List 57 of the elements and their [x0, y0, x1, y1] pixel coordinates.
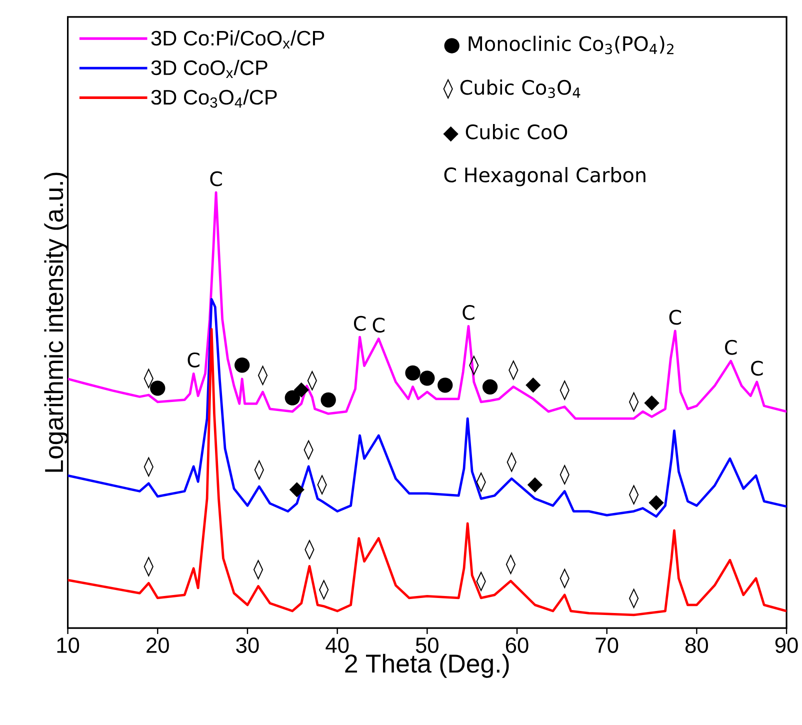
annotation: ● [482, 379, 498, 395]
annotation: ● [320, 392, 336, 408]
annotation: ◊ [319, 580, 329, 600]
y-axis-title: Logarithmic intensity (a.u.) [44, 172, 68, 472]
annotation: ◆ [648, 495, 664, 510]
annotation: ◊ [628, 392, 639, 412]
annotation: ◆ [644, 396, 660, 411]
x-tick-label: 40 [326, 638, 349, 654]
text: ● Monoclinic Co$_{3}$(PO$_{4}$)$_{2}$ [444, 36, 674, 54]
annotation: ◊ [476, 472, 486, 493]
text: ◆ Cubic CoO [443, 124, 568, 142]
annotation: C [372, 318, 385, 333]
x-tick-label: 70 [596, 638, 618, 654]
annotation: ◊ [144, 456, 154, 478]
x-tick-label: 20 [146, 638, 169, 654]
x-tick-label: 90 [775, 638, 798, 654]
annotation: ◊ [628, 484, 639, 506]
annotation: ◊ [258, 365, 268, 386]
annotation: ◊ [304, 440, 314, 460]
legend-label: 3D CoO$_{x}$/CP [151, 60, 268, 78]
annotation: C [669, 310, 681, 325]
annotation: ◆ [526, 378, 541, 393]
annotation: ◊ [144, 556, 154, 578]
legend-label: 3D Co$_{3}$O$_{4}$/CP [151, 90, 277, 108]
x-axis-title: 2 Theta (Deg.) [345, 654, 509, 678]
legend-label: 3D Co:Pi/CoO$_{x}$/CP [151, 30, 324, 49]
text: C Hexagonal Carbon [444, 167, 646, 186]
x-tick-label: 80 [685, 638, 708, 654]
annotation: ◊ [476, 571, 486, 592]
annotation: ◊ [560, 568, 570, 589]
annotation: ● [438, 378, 453, 393]
annotation: ◊ [560, 380, 570, 401]
x-tick-label: 30 [236, 638, 259, 654]
annotation: ◊ [560, 464, 570, 486]
annotation: C [725, 340, 737, 355]
x-tick-label: 10 [57, 638, 80, 654]
x-tick-label: 60 [506, 638, 528, 654]
annotation: ◊ [304, 539, 314, 560]
annotation: C [354, 316, 366, 332]
annotation: C [751, 360, 763, 376]
text: ◊ Cubic Co$_{3}$O$_{4}$ [443, 78, 580, 100]
annotation: ◆ [527, 477, 543, 493]
annotation: ◊ [508, 360, 518, 381]
annotation: ◊ [254, 460, 264, 480]
annotation: C [188, 352, 200, 368]
annotation: ◊ [307, 370, 318, 392]
annotation: ● [420, 370, 435, 386]
annotation: ◊ [506, 554, 516, 575]
annotation: ◊ [628, 588, 639, 609]
annotation: C [210, 171, 222, 186]
annotation: ◊ [506, 452, 516, 473]
annotation: ● [234, 358, 250, 373]
annotation: ◊ [317, 474, 327, 496]
annotation: ◊ [253, 560, 264, 580]
annotation: C [462, 305, 474, 320]
x-tick-label: 50 [416, 638, 438, 654]
annotation: ● [405, 366, 420, 381]
